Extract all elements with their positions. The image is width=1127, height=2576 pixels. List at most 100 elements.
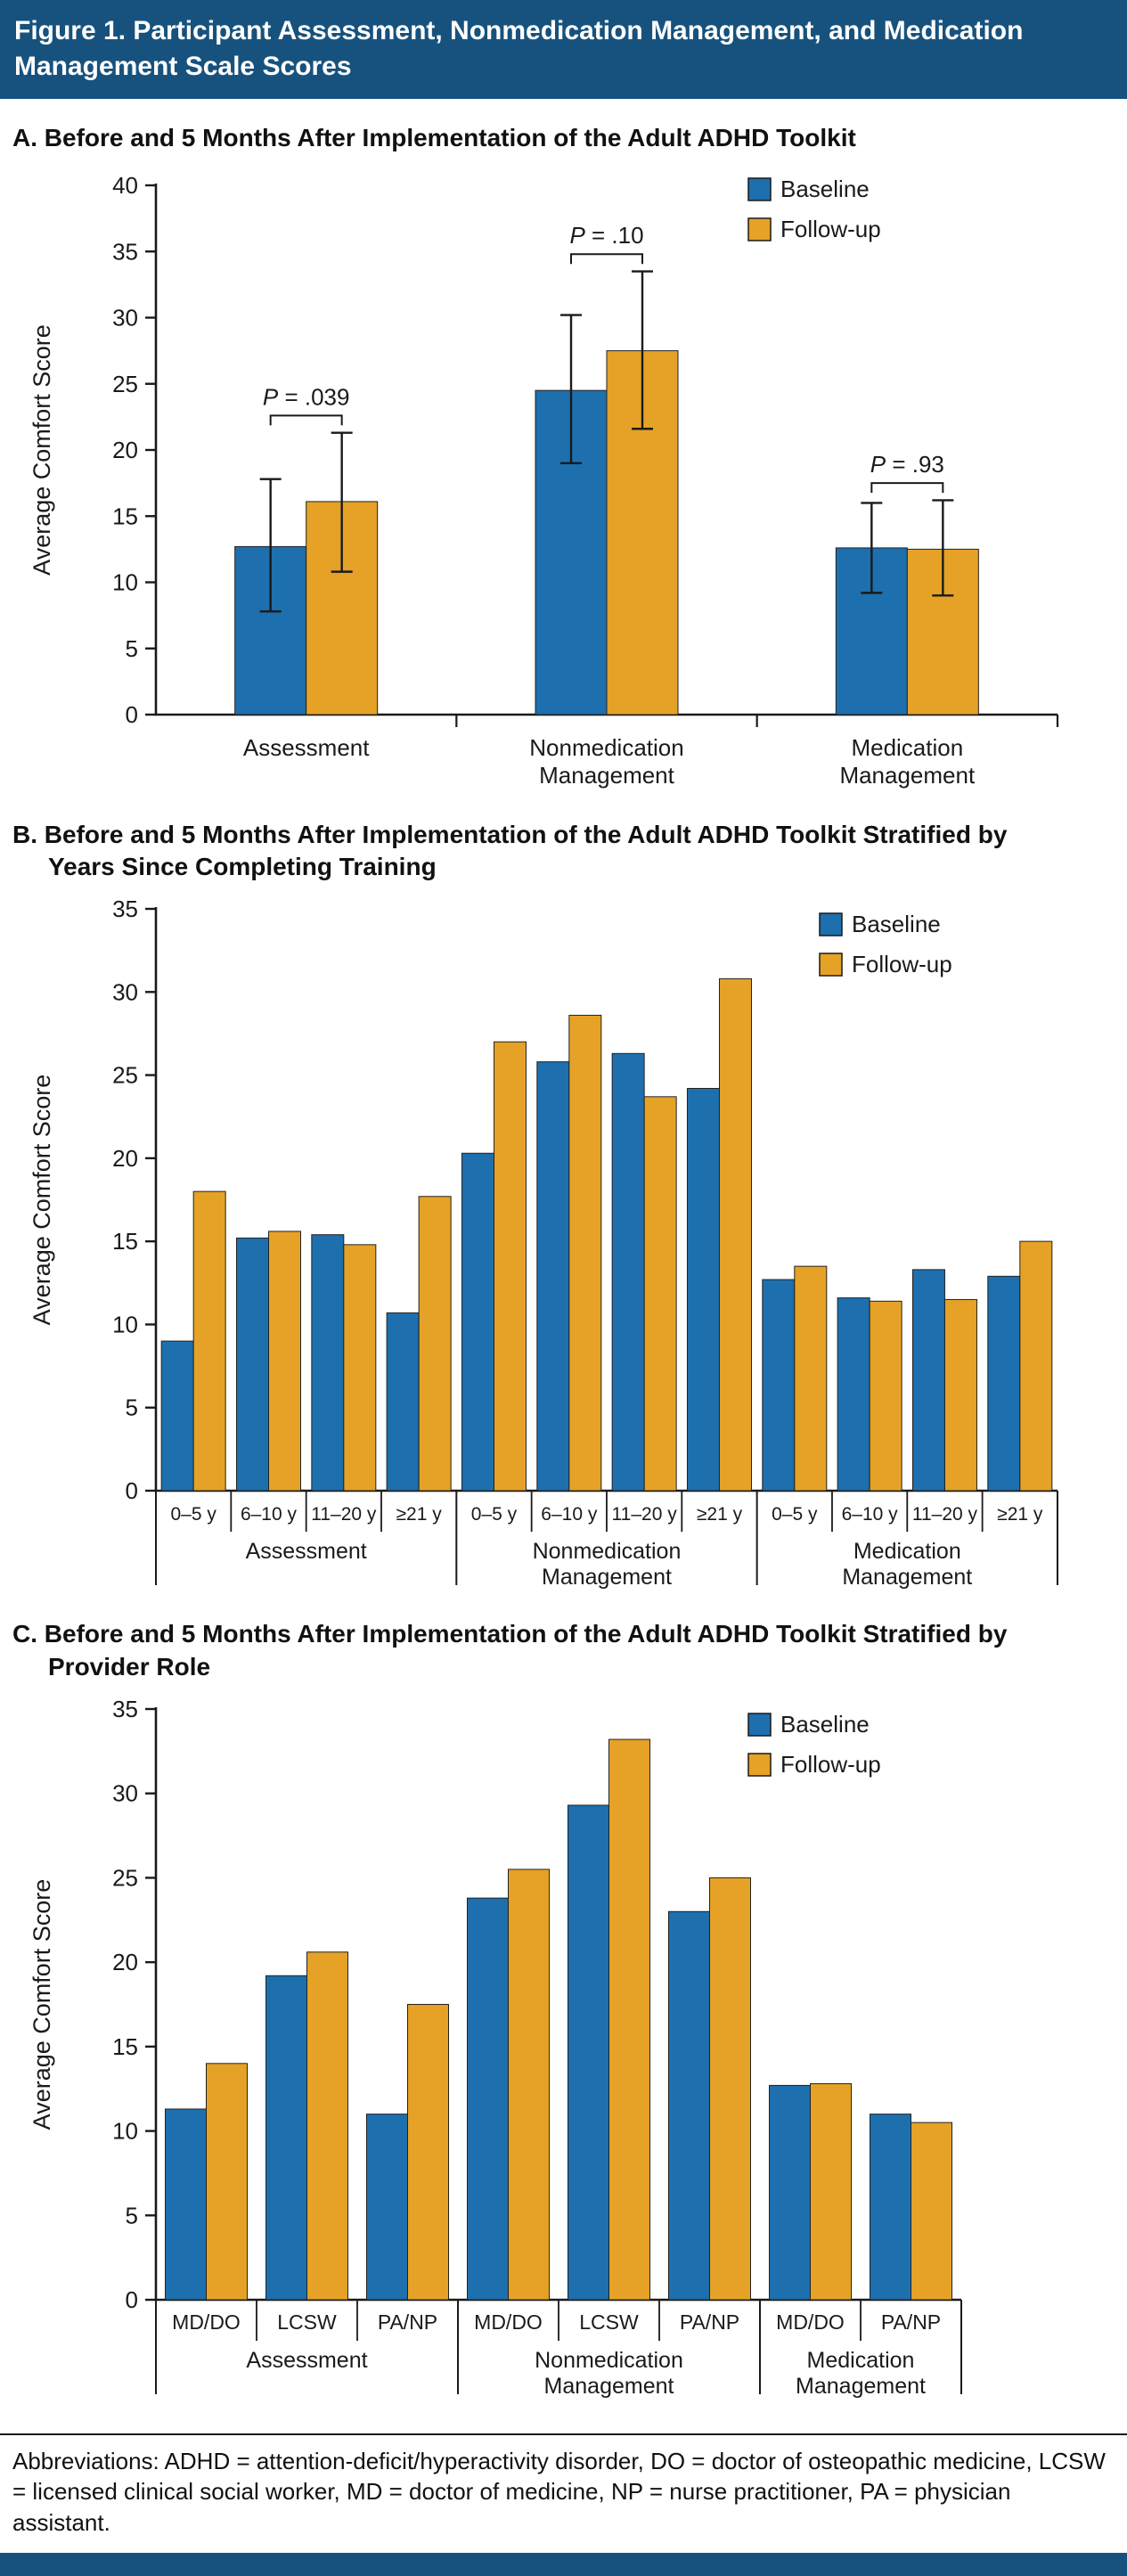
x-subgroup-label: PA/NP <box>881 2310 941 2334</box>
bar-baseline <box>536 1061 570 1492</box>
bar-followup <box>608 1738 650 2301</box>
bar-baseline <box>568 1804 609 2301</box>
x-subgroup-label: 6–10 y <box>541 1504 598 1525</box>
bottom-bar <box>0 2553 1127 2576</box>
section-b-title-line2: Years Since Completing Training <box>48 852 437 880</box>
section-c-title-line2: Provider Role <box>48 1652 211 1681</box>
x-group-label: Nonmedication <box>533 1539 682 1564</box>
flex-spacer <box>0 2401 1127 2433</box>
bar-baseline <box>911 1269 945 1492</box>
x-subgroup-label: MD/DO <box>776 2310 845 2334</box>
y-tick-label: 0 <box>126 701 138 728</box>
legend-label: Baseline <box>780 176 870 202</box>
x-subgroup-label: 11–20 y <box>311 1504 377 1525</box>
y-axis-title: Average Comfort Score <box>29 1879 55 2130</box>
bar-followup <box>206 2063 248 2301</box>
p-bracket <box>269 413 343 425</box>
legend-swatch-followup <box>747 217 772 241</box>
bar-baseline <box>265 1975 307 2301</box>
bar-baseline <box>668 1910 710 2301</box>
abbreviations-text: Abbreviations: ADHD = attention-deficit/… <box>12 2447 1106 2537</box>
legend-label: Follow-up <box>780 1751 881 1778</box>
y-tick-label: 15 <box>112 1229 138 1255</box>
legend-label: Baseline <box>780 1711 870 1738</box>
y-tick-label: 25 <box>112 1062 138 1089</box>
bar-followup <box>418 1196 452 1492</box>
legend-label: Baseline <box>852 911 941 937</box>
x-subgroup-label: 0–5 y <box>471 1504 518 1525</box>
section-c-title-line1: C. Before and 5 Months After Implementat… <box>12 1620 1008 1648</box>
bar-baseline <box>611 1053 645 1492</box>
x-subgroup-label: 0–5 y <box>772 1504 818 1525</box>
bar-followup <box>267 1231 301 1492</box>
y-tick-label: 35 <box>112 895 138 922</box>
legend-label: Follow-up <box>780 216 881 242</box>
y-tick-label: 25 <box>112 1865 138 1892</box>
x-group-label: Management <box>796 2374 926 2399</box>
bar-baseline <box>987 1276 1021 1492</box>
x-group-label: Assessment <box>246 1539 367 1564</box>
bar-baseline <box>686 1088 720 1492</box>
bar-followup <box>794 1265 828 1492</box>
bar-followup <box>718 978 752 1492</box>
section-a: A. Before and 5 Months After Implementat… <box>0 99 1127 795</box>
bar-followup <box>407 2004 449 2301</box>
p-value-label: P = .10 <box>569 222 643 249</box>
bar-baseline <box>311 1234 345 1492</box>
x-subgroup-label: ≥21 y <box>697 1504 743 1525</box>
x-subgroup-label: 6–10 y <box>241 1504 298 1525</box>
bar-baseline <box>235 1238 269 1492</box>
legend-swatch-followup <box>819 953 843 977</box>
legend-swatch-baseline <box>819 912 843 937</box>
x-group-label: Nonmedication <box>529 734 683 761</box>
y-tick-label: 20 <box>112 1145 138 1172</box>
x-group-label: Management <box>539 762 675 789</box>
chart-c: 0 5 10 15 20 25 30 35 Average Comfort Score MD/DO… <box>29 1696 962 2399</box>
y-tick-label: 30 <box>112 304 138 331</box>
y-tick-label: 0 <box>126 2286 138 2313</box>
bar-baseline <box>165 2108 207 2301</box>
x-subgroup-label: ≥21 y <box>997 1504 1043 1525</box>
bar-followup <box>192 1191 226 1492</box>
y-tick-label: 30 <box>112 979 138 1006</box>
x-group-label: Management <box>542 1565 672 1590</box>
section-b-title-line1: B. Before and 5 Months After Implementat… <box>12 820 1008 848</box>
x-subgroup-label: LCSW <box>277 2310 337 2334</box>
y-tick-label: 5 <box>126 1394 138 1421</box>
y-tick-label: 35 <box>112 238 138 265</box>
p-value-label: P = .039 <box>263 383 350 410</box>
section-b-title: B. Before and 5 Months After Implementat… <box>12 819 1115 884</box>
y-tick-label: 30 <box>112 1780 138 1807</box>
p-value-label: P = .93 <box>870 451 944 478</box>
bar-followup <box>568 1015 602 1492</box>
bar-followup <box>508 1869 550 2301</box>
x-subgroup-label: MD/DO <box>172 2310 241 2334</box>
bar-baseline <box>461 1153 494 1492</box>
y-tick-label: 5 <box>126 634 138 661</box>
bar-baseline <box>870 2114 911 2301</box>
x-group-label: Medication <box>853 1539 961 1564</box>
bar-followup <box>493 1042 527 1492</box>
x-subgroup-label: PA/NP <box>378 2310 437 2334</box>
p-bracket <box>870 481 944 493</box>
bar-followup <box>1019 1241 1053 1492</box>
bar-followup <box>709 1877 751 2301</box>
bar-followup <box>911 2122 952 2301</box>
x-group-label: Management <box>544 2374 674 2399</box>
x-group-label: Management <box>839 762 976 789</box>
legend-swatch-baseline <box>747 176 772 201</box>
p-bracket <box>570 252 643 264</box>
x-subgroup-label: ≥21 y <box>396 1504 443 1525</box>
bar-baseline <box>366 2114 408 2301</box>
x-subgroup-label: 11–20 y <box>612 1504 678 1525</box>
x-group-label: Nonmedication <box>535 2348 683 2373</box>
y-tick-label: 10 <box>112 1312 138 1338</box>
bar-baseline <box>160 1340 194 1492</box>
x-subgroup-label: 11–20 y <box>912 1504 978 1525</box>
y-tick-label: 25 <box>112 370 138 397</box>
figure-title: Figure 1. Participant Assessment, Nonmed… <box>14 16 1024 81</box>
bar-baseline <box>467 1897 509 2301</box>
bar-followup <box>643 1096 677 1492</box>
section-c-title: C. Before and 5 Months After Implementat… <box>12 1618 1115 1683</box>
y-tick-label: 40 <box>112 172 138 199</box>
